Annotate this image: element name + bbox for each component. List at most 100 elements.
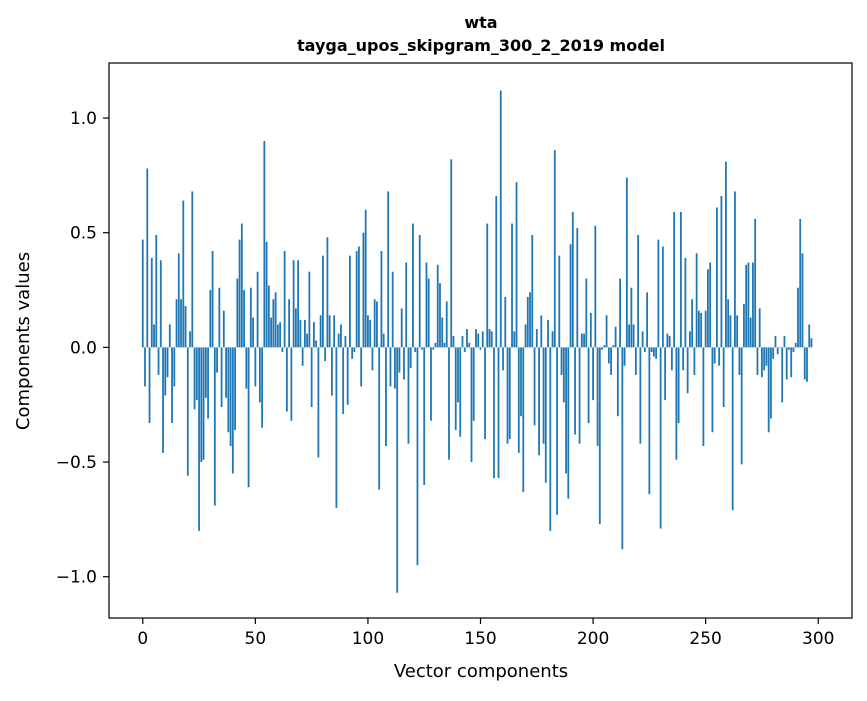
bar-284 xyxy=(781,347,784,403)
bar-296 xyxy=(808,324,811,348)
bar-209 xyxy=(612,345,615,348)
bar-24 xyxy=(195,347,198,401)
bar-168 xyxy=(520,347,522,417)
bar-246 xyxy=(695,253,698,348)
plot-frame xyxy=(108,62,853,619)
bar-183 xyxy=(553,150,556,348)
bar-257 xyxy=(720,196,723,348)
bar-157 xyxy=(495,196,498,348)
bar-278 xyxy=(767,347,770,433)
x-tick-label: 0 xyxy=(137,629,148,649)
bar-15 xyxy=(175,299,178,348)
y-tick-label: −1.0 xyxy=(56,568,97,588)
bar-89 xyxy=(342,347,345,414)
bar-266 xyxy=(740,347,743,465)
bar-274 xyxy=(758,308,761,348)
bar-263 xyxy=(734,191,736,348)
bar-45 xyxy=(243,290,245,348)
bar-110 xyxy=(389,347,392,387)
bar-4 xyxy=(150,257,153,348)
bar-245 xyxy=(693,347,696,375)
x-tick-label: 50 xyxy=(245,629,267,649)
bar-8 xyxy=(159,260,162,348)
bar-286 xyxy=(785,347,788,380)
bar-186 xyxy=(560,347,563,375)
bar-291 xyxy=(797,287,799,348)
y-tick-label: 1.0 xyxy=(70,109,97,129)
bar-2 xyxy=(146,168,149,348)
bar-277 xyxy=(765,347,768,366)
bar-66 xyxy=(290,347,293,421)
bar-21 xyxy=(189,331,191,348)
bar-50 xyxy=(254,347,257,387)
bar-64 xyxy=(285,347,288,412)
bar-18 xyxy=(182,200,185,348)
bar-30 xyxy=(209,290,212,348)
bar-189 xyxy=(567,347,570,499)
bar-225 xyxy=(648,347,651,495)
bar-126 xyxy=(425,262,428,348)
bar-269 xyxy=(747,262,750,348)
bars-group xyxy=(141,90,813,593)
bar-16 xyxy=(177,253,180,348)
bar-241 xyxy=(684,257,687,348)
chart-subtitle: tayga_upos_skipgram_300_2_2019 model xyxy=(297,36,665,55)
bar-216 xyxy=(628,324,630,348)
bar-256 xyxy=(718,347,721,366)
bar-248 xyxy=(700,312,703,348)
bar-237 xyxy=(675,347,678,460)
bar-158 xyxy=(497,347,500,479)
bar-229 xyxy=(657,239,660,348)
bar-135 xyxy=(445,301,448,348)
bar-108 xyxy=(385,347,387,446)
bar-287 xyxy=(788,347,790,350)
bar-25 xyxy=(198,347,200,531)
bar-214 xyxy=(623,347,626,366)
bar-99 xyxy=(364,209,367,348)
bar-198 xyxy=(587,347,590,424)
bar-74 xyxy=(308,271,311,348)
x-tick-label: 200 xyxy=(577,629,609,649)
bar-125 xyxy=(423,347,426,485)
bar-95 xyxy=(355,251,358,348)
bar-212 xyxy=(619,278,621,348)
bar-188 xyxy=(565,347,567,474)
bar-119 xyxy=(409,347,412,369)
bar-61 xyxy=(279,322,282,348)
bar-59 xyxy=(274,292,277,348)
bar-294 xyxy=(803,347,806,380)
bar-85 xyxy=(333,315,336,348)
bar-10 xyxy=(164,347,167,396)
bar-174 xyxy=(533,347,536,426)
bar-111 xyxy=(391,271,394,348)
bar-109 xyxy=(387,191,390,348)
bar-62 xyxy=(281,347,284,352)
bar-290 xyxy=(794,342,797,348)
bar-210 xyxy=(614,326,617,348)
bar-123 xyxy=(418,235,421,348)
bar-218 xyxy=(632,324,635,348)
bar-57 xyxy=(270,317,273,348)
bar-68 xyxy=(294,308,297,348)
bar-154 xyxy=(488,329,491,348)
bar-213 xyxy=(621,347,624,550)
bar-5 xyxy=(153,324,155,348)
bar-262 xyxy=(731,347,734,511)
bar-282 xyxy=(776,347,779,355)
bar-19 xyxy=(184,306,187,348)
bar-7 xyxy=(157,347,160,375)
bar-252 xyxy=(709,262,712,348)
bar-200 xyxy=(592,347,594,401)
bar-178 xyxy=(542,347,545,444)
bar-193 xyxy=(576,228,579,348)
bar-3 xyxy=(148,347,151,424)
x-axis-label: Vector components xyxy=(394,661,568,682)
bar-268 xyxy=(745,264,748,348)
bar-166 xyxy=(515,182,518,348)
bar-170 xyxy=(524,324,527,348)
bar-105 xyxy=(378,347,381,490)
bar-201 xyxy=(594,225,597,348)
bar-242 xyxy=(686,347,689,394)
bar-43 xyxy=(238,239,241,348)
bar-264 xyxy=(736,315,739,348)
